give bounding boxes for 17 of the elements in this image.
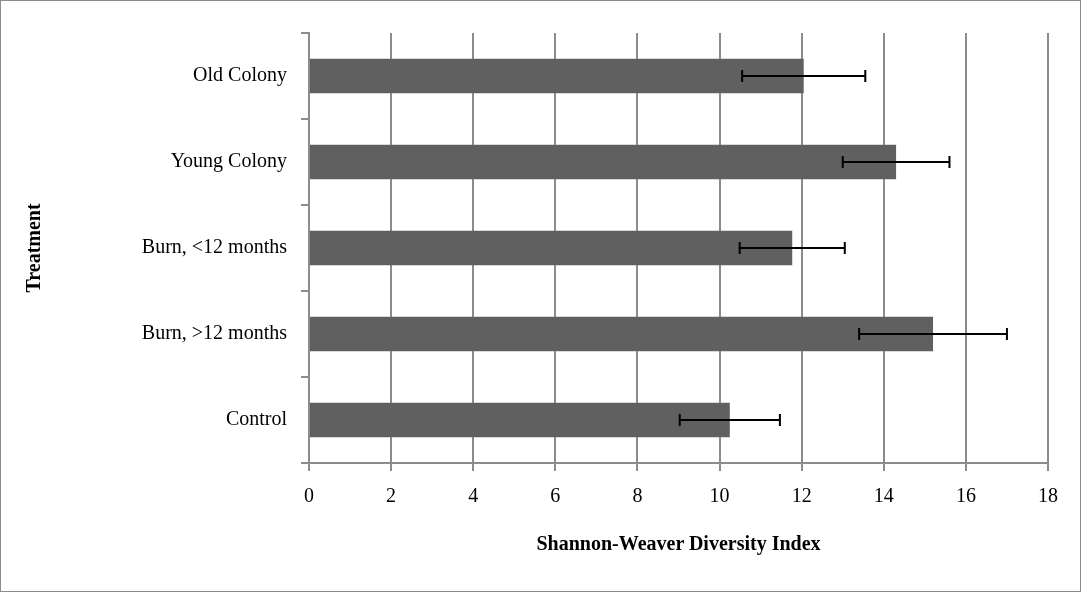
x-tick-label: 16 <box>955 484 976 507</box>
x-axis-title: Shannon-Weaver Diversity Index <box>536 532 821 556</box>
x-tick-label: 12 <box>791 484 812 507</box>
x-tick-label: 0 <box>304 484 314 507</box>
y-tick-label: Burn, <12 months <box>141 235 288 258</box>
x-tick-label: 8 <box>632 484 643 507</box>
y-axis-title: Treatment <box>22 203 45 293</box>
x-tick-label: 6 <box>550 484 561 507</box>
y-tick-label: Young Colony <box>170 149 287 173</box>
y-tick-label: Old Colony <box>193 63 287 87</box>
x-tick-label: 18 <box>1038 484 1058 507</box>
y-tick-label: Burn, >12 months <box>141 321 288 344</box>
x-tick-label: 10 <box>709 484 730 507</box>
x-tick-label: 14 <box>873 484 894 507</box>
x-tick-label: 2 <box>386 484 397 507</box>
y-tick-label: Control <box>225 407 288 430</box>
x-tick-label: 4 <box>468 484 479 507</box>
